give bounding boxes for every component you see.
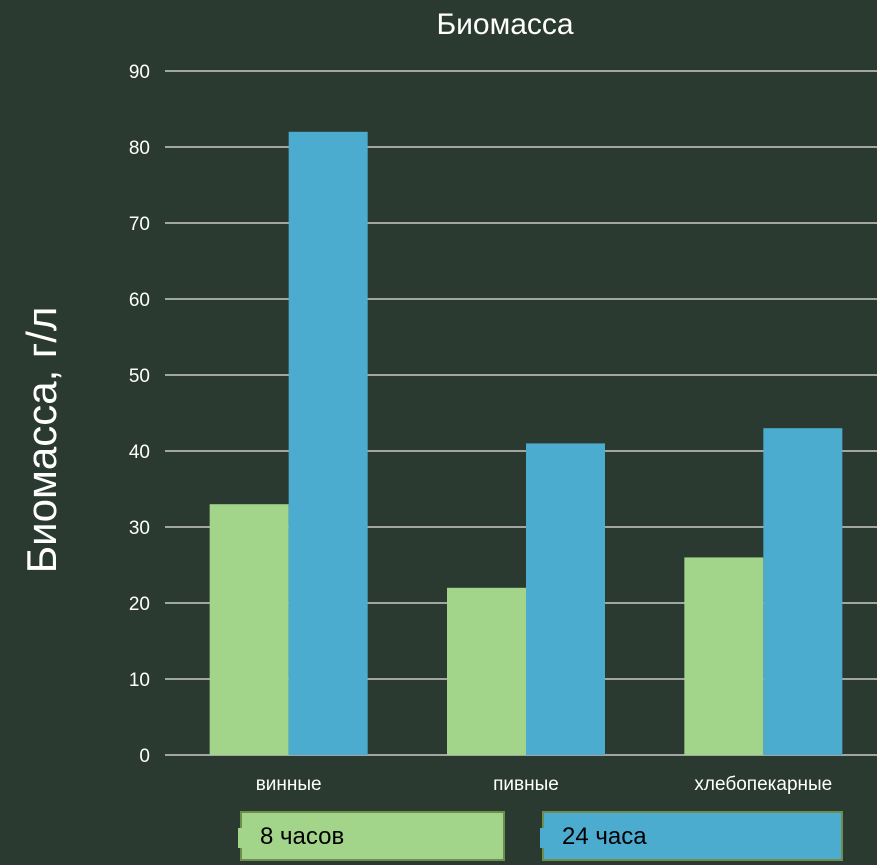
legend-item-8h: 8 часов [238, 811, 505, 861]
bar-24h-0 [288, 131, 368, 756]
legend-label-8h: 8 часов [260, 823, 345, 850]
y-tick-label: 70 [129, 214, 150, 235]
x-tick-label: винные [256, 774, 322, 795]
y-tick-label: 80 [129, 138, 150, 159]
bar-8h-2 [684, 557, 764, 755]
x-tick-label: пивные [493, 774, 559, 795]
y-tick-label: 30 [129, 518, 150, 539]
legend-label-24h: 24 часа [562, 823, 647, 850]
bar-8h-0 [209, 504, 289, 755]
bar-8h-1 [447, 587, 526, 755]
legend-swatch-24h [540, 828, 545, 848]
y-tick-label: 90 [129, 62, 150, 83]
x-tick-labels: винные пивные хлебопекарные [256, 774, 833, 795]
y-tick-labels: 0 10 20 30 40 50 60 70 80 90 [129, 62, 150, 767]
x-tick-label: хлебопекарные [694, 774, 832, 795]
y-tick-label: 50 [129, 366, 150, 387]
bar-24h-2 [763, 428, 843, 755]
y-axis-label: Биомасса, г/л [18, 307, 65, 574]
y-tick-label: 10 [129, 670, 150, 691]
bar-24h-1 [526, 443, 605, 755]
y-tick-label: 20 [129, 594, 150, 615]
y-tick-label: 40 [129, 442, 150, 463]
y-tick-label: 0 [139, 746, 150, 767]
legend-swatch-8h [238, 828, 243, 848]
chart-title: Биомасса [436, 8, 573, 41]
y-tick-label: 60 [129, 290, 150, 311]
legend-item-24h: 24 часа [540, 811, 843, 861]
bars [209, 131, 843, 756]
